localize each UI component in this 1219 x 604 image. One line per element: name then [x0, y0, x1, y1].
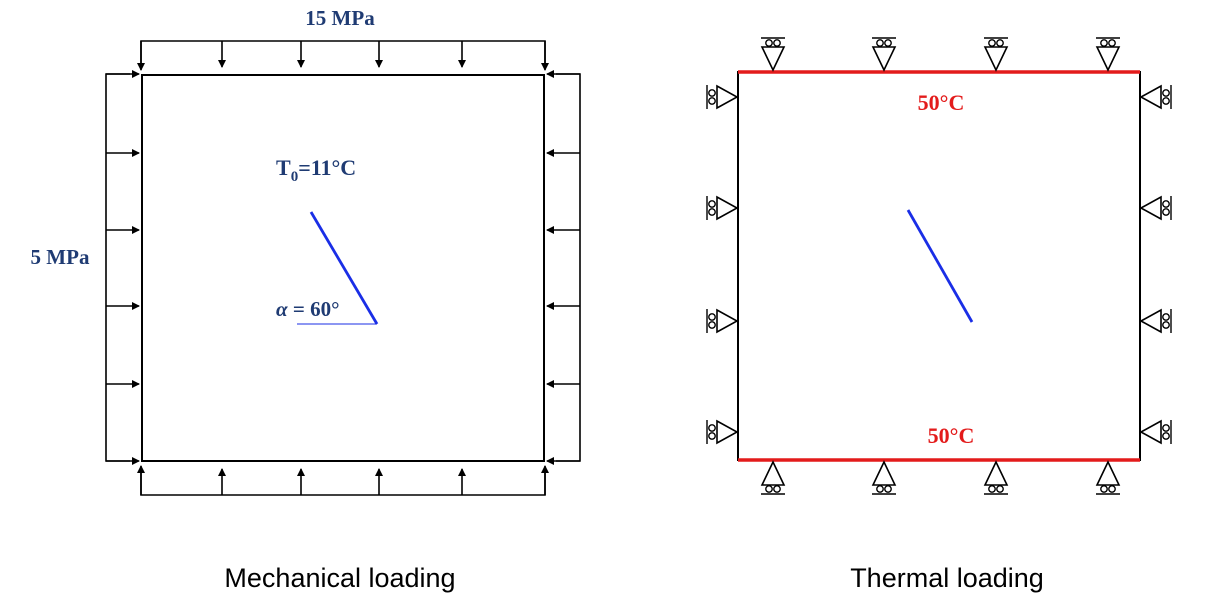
roller-wheel [996, 39, 1004, 47]
roller-support-triangle [1139, 308, 1162, 334]
angle-value: = 60° [288, 297, 340, 321]
top-roller-supports [760, 37, 1121, 72]
roller-wheel [708, 424, 716, 432]
bottom-roller-supports [760, 460, 1121, 495]
roller-wheel [1162, 321, 1170, 329]
roller-support-triangle [716, 308, 739, 334]
crack-line [309, 211, 379, 325]
mechanical-caption: Mechanical loading [224, 563, 455, 593]
roller-support-triangle [871, 460, 897, 486]
roller-wheel [876, 485, 884, 493]
roller-wheel [1100, 39, 1108, 47]
roller-wheel [765, 39, 773, 47]
roller-wheel [708, 321, 716, 329]
roller-support-triangle [1095, 46, 1121, 72]
left-roller-supports [706, 84, 739, 445]
roller-wheel [1162, 208, 1170, 216]
roller-wheel [708, 97, 716, 105]
roller-wheel [1162, 424, 1170, 432]
roller-support-triangle [983, 460, 1009, 486]
roller-wheel [1162, 97, 1170, 105]
roller-wheel [1108, 39, 1116, 47]
roller-support-triangle [1139, 419, 1162, 445]
roller-wheel [773, 485, 781, 493]
roller-wheel [708, 208, 716, 216]
roller-wheel [708, 432, 716, 440]
roller-support-triangle [716, 195, 739, 221]
top-load-arrows [137, 40, 549, 71]
roller-support-triangle [760, 460, 786, 486]
roller-wheel [1162, 89, 1170, 97]
roller-support-triangle [716, 84, 739, 110]
initial-temperature-symbol: T [276, 155, 291, 180]
roller-wheel [884, 485, 892, 493]
roller-wheel [1108, 485, 1116, 493]
roller-support-triangle [1139, 195, 1162, 221]
roller-wheel [708, 200, 716, 208]
roller-support-triangle [1095, 460, 1121, 486]
roller-wheel [996, 485, 1004, 493]
crack-angle-label: α = 60° [276, 297, 340, 321]
roller-wheel [884, 39, 892, 47]
roller-support-triangle [760, 46, 786, 72]
roller-wheel [988, 39, 996, 47]
thermal-caption: Thermal loading [850, 563, 1044, 593]
angle-symbol: α [276, 297, 288, 321]
roller-wheel [765, 485, 773, 493]
top-temperature-label: 50°C [918, 90, 965, 115]
mechanical-plate [141, 74, 545, 462]
bottom-load-arrows [137, 465, 549, 496]
right-roller-supports [1139, 84, 1172, 445]
initial-temperature-value: =11°C [298, 155, 356, 180]
right-load-arrows [546, 70, 581, 465]
roller-wheel [1162, 432, 1170, 440]
left-load-arrows [105, 70, 140, 465]
roller-wheel [708, 89, 716, 97]
roller-wheel [1162, 200, 1170, 208]
initial-temperature-label: T0=11°C [276, 155, 356, 185]
roller-wheel [773, 39, 781, 47]
side-load-label: 5 MPa [31, 245, 90, 269]
thermal-panel: 50°C 50°C Thermal loading [706, 37, 1172, 593]
roller-support-triangle [716, 419, 739, 445]
roller-support-triangle [983, 46, 1009, 72]
roller-support-triangle [871, 46, 897, 72]
roller-wheel [988, 485, 996, 493]
roller-wheel [708, 313, 716, 321]
crack-line [906, 209, 974, 323]
roller-wheel [1162, 313, 1170, 321]
initial-temperature-subscript: 0 [291, 169, 299, 185]
bottom-temperature-label: 50°C [928, 423, 975, 448]
roller-wheel [876, 39, 884, 47]
top-load-label: 15 MPa [305, 6, 375, 30]
roller-support-triangle [1139, 84, 1162, 110]
mechanical-panel: 15 MPa 5 MPa T0=11°C α = 60° Mechanical … [31, 6, 581, 593]
roller-wheel [1100, 485, 1108, 493]
